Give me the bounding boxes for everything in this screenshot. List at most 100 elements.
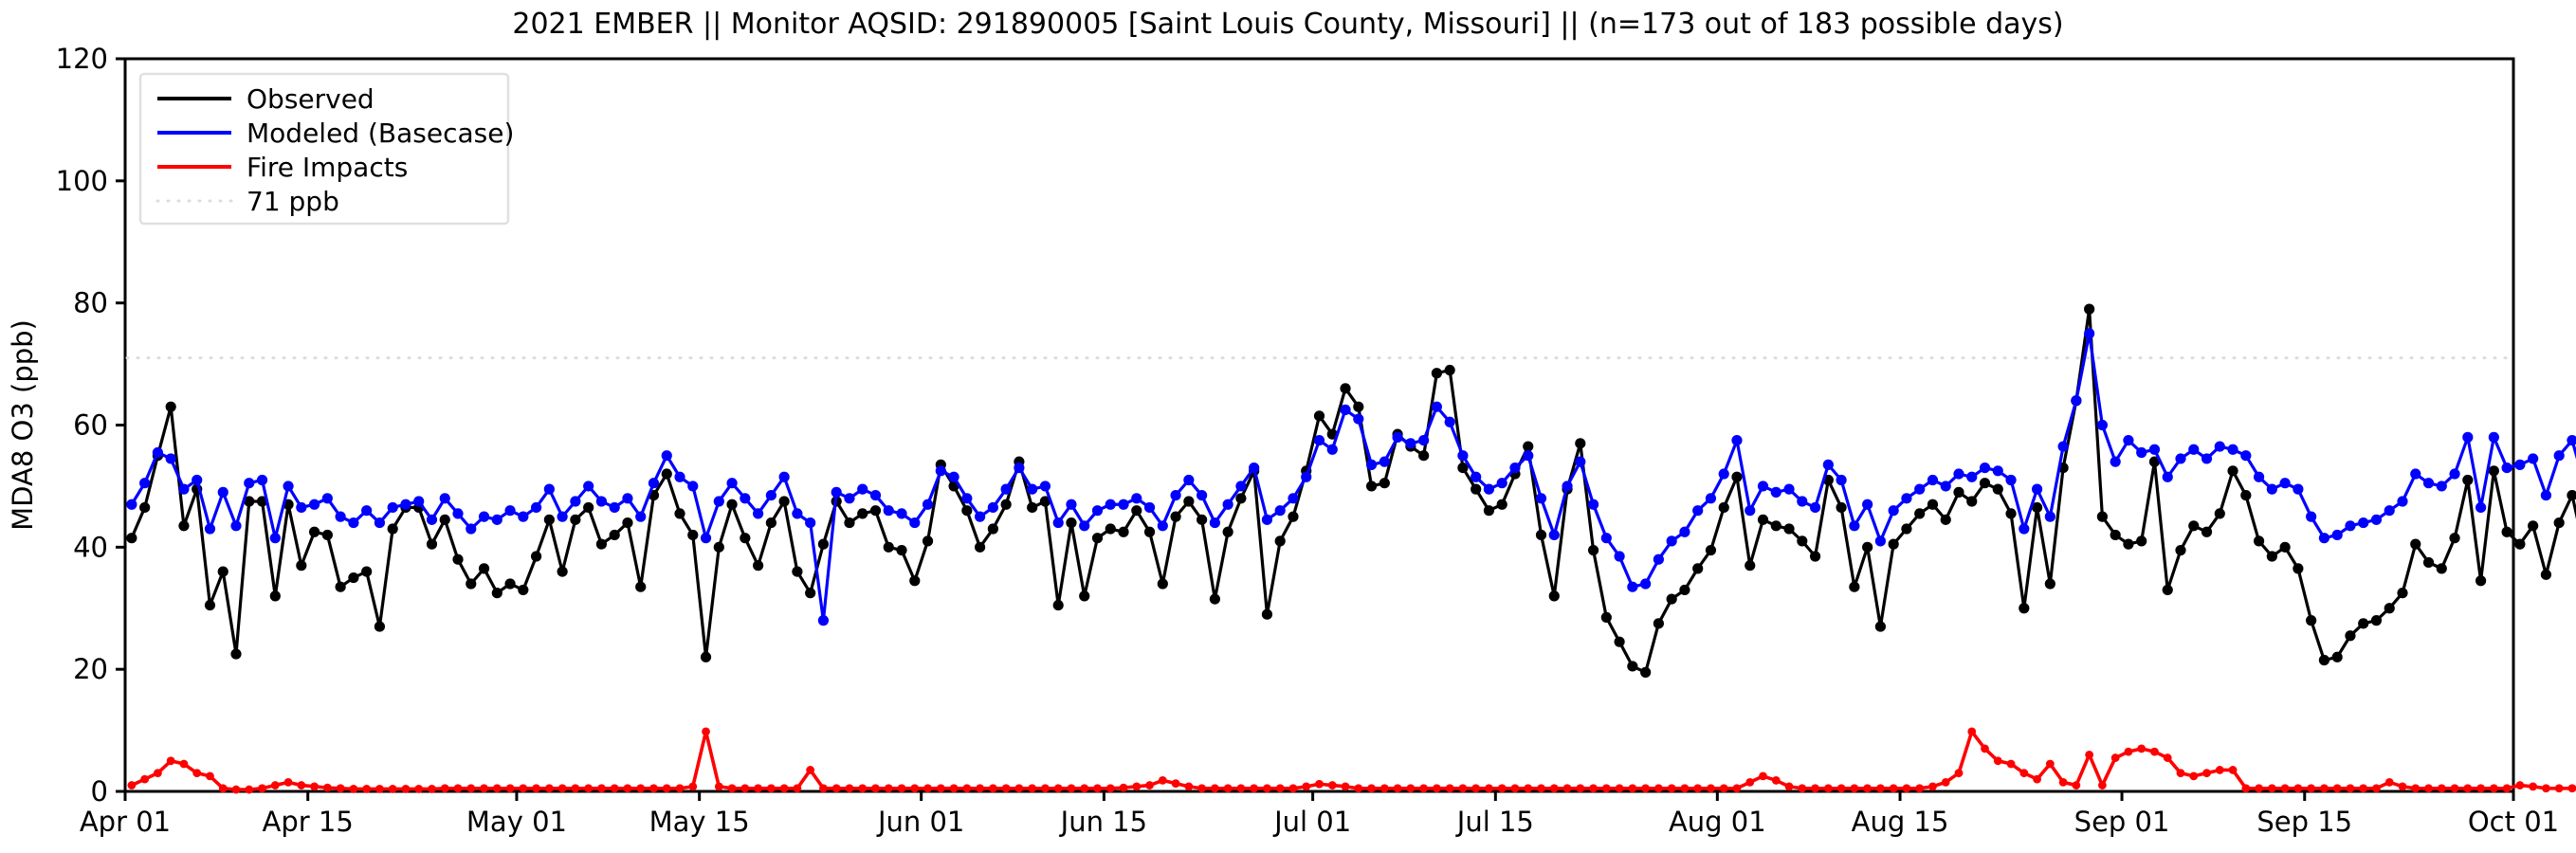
data-point (1444, 364, 1455, 376)
data-point (217, 486, 228, 498)
data-point (1759, 771, 1767, 781)
data-point (1640, 578, 1652, 590)
data-point (2227, 465, 2238, 477)
data-point (1666, 535, 1677, 547)
data-point (1627, 661, 1638, 672)
data-point (1457, 450, 1469, 462)
legend-label-2: Modeled (Basecase) (247, 118, 514, 149)
data-point (453, 784, 463, 793)
data-point (1902, 784, 1911, 793)
data-point (819, 784, 828, 793)
data-point (1797, 535, 1808, 547)
data-point (1953, 486, 1964, 498)
data-point (2567, 784, 2576, 793)
data-point (1627, 581, 1638, 592)
data-point (2019, 603, 2030, 614)
data-point (1301, 471, 1312, 482)
data-point (1615, 784, 1624, 793)
data-point (1653, 784, 1663, 793)
data-point (1367, 784, 1376, 793)
data-point (204, 523, 216, 535)
y-tick-label: 60 (73, 409, 108, 442)
data-point (570, 514, 581, 525)
data-point (361, 505, 373, 517)
data-point (362, 785, 372, 793)
data-point (244, 478, 255, 489)
data-point (753, 508, 764, 519)
data-point (557, 784, 567, 793)
data-point (2006, 759, 2016, 769)
data-point (1432, 784, 1441, 793)
data-point (1927, 499, 1939, 510)
data-point (636, 784, 646, 793)
data-point (570, 496, 581, 507)
data-point (2553, 517, 2565, 529)
data-point (1614, 551, 1625, 562)
data-point (504, 505, 516, 517)
data-point (2123, 435, 2134, 446)
data-point (2411, 784, 2421, 793)
data-point (2162, 471, 2173, 482)
data-point (348, 517, 359, 529)
data-point (178, 520, 190, 532)
data-point (230, 520, 242, 532)
data-point (1236, 784, 1246, 793)
data-point (1784, 782, 1794, 791)
data-point (1653, 618, 1664, 629)
data-point (1418, 435, 1430, 446)
data-point (1222, 499, 1233, 510)
data-point (256, 474, 268, 486)
data-point (1927, 474, 1939, 486)
data-point (1354, 784, 1363, 793)
data-point (1353, 401, 1364, 412)
data-point (531, 501, 542, 514)
data-point (1471, 784, 1481, 793)
data-point (2515, 781, 2525, 789)
data-point (1326, 444, 1338, 455)
data-point (2462, 431, 2474, 443)
data-point (975, 511, 986, 522)
data-point (622, 517, 633, 529)
data-point (726, 478, 738, 489)
data-point (1340, 383, 1351, 394)
data-point (740, 493, 751, 504)
data-point (740, 533, 751, 544)
data-point (635, 581, 647, 592)
data-point (2320, 784, 2329, 793)
data-point (1274, 535, 1286, 547)
data-point (817, 538, 830, 550)
data-point (1315, 779, 1324, 789)
data-point (1119, 783, 1128, 792)
data-point (2253, 535, 2265, 547)
data-point (387, 501, 398, 514)
data-point (897, 784, 906, 793)
legend-label-4: 71 ppb (247, 186, 339, 217)
data-point (2410, 538, 2421, 550)
data-point (2553, 450, 2565, 462)
data-point (1849, 520, 1860, 532)
data-point (440, 784, 449, 793)
data-point (154, 769, 162, 778)
data-point (792, 566, 803, 577)
data-point (518, 584, 529, 596)
data-point (297, 781, 306, 789)
data-point (1705, 493, 1717, 504)
data-point (2240, 489, 2252, 501)
data-point (1041, 784, 1050, 793)
data-point (1288, 493, 1299, 504)
x-tick-label: Apr 01 (80, 806, 171, 838)
data-point (2397, 588, 2408, 599)
data-point (2201, 526, 2213, 537)
data-point (1874, 535, 1886, 547)
data-point (2529, 782, 2538, 791)
data-point (1093, 784, 1102, 793)
data-point (1653, 554, 1664, 565)
data-point (478, 511, 490, 522)
data-point (2410, 468, 2421, 480)
data-point (949, 784, 959, 793)
data-point (1889, 784, 1898, 793)
data-point (2293, 563, 2304, 574)
data-point (1901, 493, 1912, 504)
data-point (2175, 544, 2186, 556)
